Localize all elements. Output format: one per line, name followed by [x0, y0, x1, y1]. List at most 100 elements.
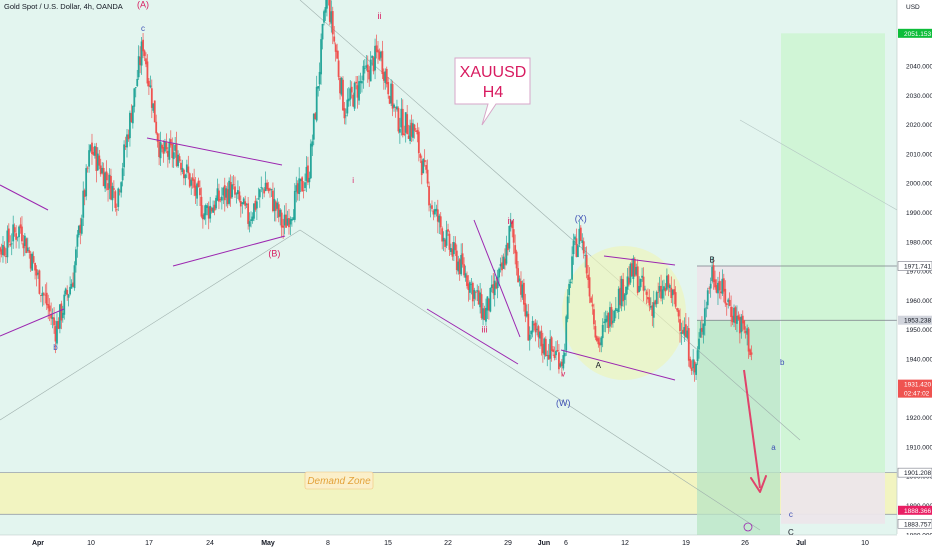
candle-body	[64, 288, 67, 295]
candle-body	[403, 133, 406, 135]
wave-label: A	[596, 361, 602, 370]
candle-body	[477, 290, 480, 305]
candle-body	[553, 354, 556, 359]
candle-body	[394, 107, 397, 108]
candle-body	[72, 282, 74, 287]
candle-body	[702, 323, 705, 335]
candle-body	[50, 313, 53, 319]
candle-body	[632, 258, 635, 280]
candle-body	[696, 350, 699, 362]
candle-body	[220, 196, 223, 201]
candle-body	[718, 281, 721, 291]
candle-body	[321, 24, 324, 40]
candle-body	[362, 65, 365, 81]
candle-body	[107, 183, 109, 191]
candle-body	[562, 355, 565, 369]
candle-body	[576, 245, 579, 258]
candle-body	[44, 294, 47, 296]
candle-body	[12, 224, 15, 242]
candle-body	[133, 88, 136, 107]
y-tick-label: 1950.000	[906, 327, 932, 334]
candle-body	[63, 294, 66, 315]
candle-body	[515, 251, 518, 269]
candle-body	[466, 275, 468, 286]
candle-body	[75, 249, 77, 266]
candle-body	[686, 330, 689, 339]
candle-body	[130, 113, 133, 123]
y-tick-label: 1960.000	[906, 298, 932, 305]
candle-body	[129, 112, 131, 139]
candle-body	[679, 319, 681, 332]
candle-body	[505, 244, 508, 264]
y-tick-label: 2020.000	[906, 122, 932, 129]
candle-body	[469, 282, 471, 293]
candle-body	[489, 287, 492, 312]
candle-body	[147, 80, 150, 87]
price-label: 1971.741	[904, 263, 931, 270]
candle-body	[334, 44, 337, 52]
candle-body	[572, 240, 575, 255]
y-tick-label: 2000.000	[906, 181, 932, 188]
candle-body	[441, 228, 444, 242]
candle-body	[54, 326, 57, 342]
candle-body	[315, 86, 318, 121]
candle-body	[598, 342, 601, 346]
candle-body	[540, 330, 543, 347]
y-tick-label: 1940.000	[906, 357, 932, 364]
candle-body	[104, 172, 107, 189]
candle-body	[344, 115, 347, 117]
candle-body	[196, 183, 198, 199]
candle-body	[191, 177, 194, 181]
candle-body	[48, 305, 51, 312]
candle-body	[741, 315, 744, 324]
candle-body	[584, 254, 587, 256]
candle-body	[388, 95, 391, 104]
candle-body	[330, 11, 333, 24]
candle-body	[371, 55, 374, 59]
y-tick-label: 1990.000	[906, 210, 932, 217]
candle-body	[248, 221, 251, 227]
candle-body	[85, 168, 88, 197]
candle-body	[269, 188, 271, 191]
x-tick-label: 22	[444, 540, 452, 547]
candle-body	[342, 79, 344, 111]
time-axis-bg	[0, 535, 932, 550]
candle-body	[733, 307, 735, 323]
candle-body	[131, 105, 134, 124]
candle-body	[393, 104, 395, 108]
candle-body	[356, 85, 359, 98]
candle-body	[641, 275, 643, 278]
candle-body	[578, 228, 581, 245]
candle-body	[99, 165, 102, 175]
candle-body	[451, 248, 454, 257]
candle-body	[270, 189, 273, 190]
candle-body	[218, 190, 220, 202]
candle-body	[429, 206, 432, 208]
candle-body	[69, 286, 72, 295]
candle-body	[566, 296, 569, 319]
wave-label: C	[788, 528, 794, 537]
candle-body	[660, 285, 662, 299]
candle-body	[382, 72, 385, 81]
candle-body	[712, 265, 715, 283]
candle-body	[222, 187, 225, 196]
candle-body	[336, 50, 339, 59]
candle-body	[433, 209, 436, 215]
candle-body	[155, 121, 158, 134]
candle-body	[28, 250, 31, 253]
candle-body	[445, 230, 448, 246]
candle-body	[486, 296, 489, 311]
candle-body	[380, 51, 382, 58]
candle-body	[323, 11, 325, 23]
candle-body	[264, 182, 267, 192]
candle-body	[447, 229, 449, 232]
candle-body	[724, 288, 727, 304]
candle-body	[521, 284, 524, 298]
candle-body	[216, 188, 219, 201]
candle-body	[260, 187, 263, 189]
candle-body	[668, 285, 671, 289]
candle-body	[25, 238, 28, 253]
trendline-upper	[0, 184, 49, 211]
candle-body	[23, 235, 26, 247]
